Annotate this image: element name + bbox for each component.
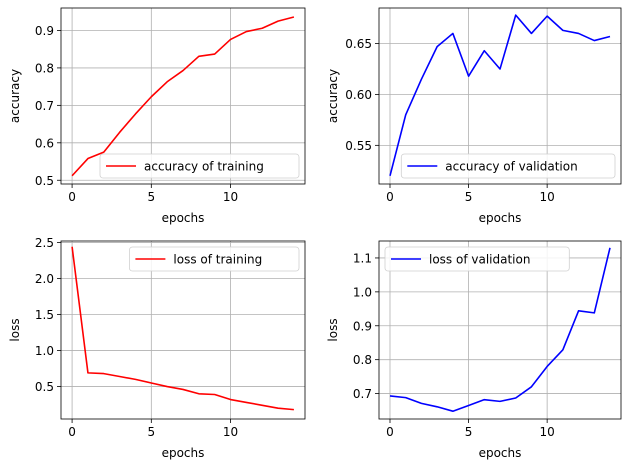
series-line [71,16,295,177]
x-axis-label: epochs [162,211,205,225]
y-tick-label: 0.9 [35,24,54,38]
y-tick-label: 0.9 [353,319,372,333]
axes-frame [60,7,306,185]
series-line [389,14,611,177]
x-tick-label: 0 [68,190,76,204]
y-tick-label: 0.8 [353,353,372,367]
y-tick-label: 1.5 [35,308,54,322]
y-tick-label: 1.1 [353,251,372,265]
subplot-3: 0 5 10 0.5 1.0 1.5 2.0 2.5 epochs loss loss of tra… [8,236,306,460]
legend: loss of validation [384,246,570,272]
y-tick-label: 0.60 [345,88,372,102]
subplot-1: 0 5 10 0.5 0.6 0.7 0.8 0.9 epochs accuracy accurac… [8,7,306,225]
y-tick-label: 0.7 [35,99,54,113]
axes-frame [378,7,622,185]
y-tick-label: 0.55 [345,139,372,153]
y-tick-label: 2.5 [35,236,54,250]
subplot-4: 0 5 10 0.7 0.8 0.9 1.0 1.1 epochs loss loss of val… [326,240,622,460]
x-axis-label: epochs [479,446,522,460]
x-tick-label: 5 [465,190,473,204]
x-tick-label: 10 [223,190,238,204]
legend-label: loss of training [173,253,262,267]
legend-box [384,246,570,272]
y-tick-label: 2.0 [35,272,54,286]
y-tick-label: 1.0 [353,285,372,299]
y-axis-label: loss [8,318,22,341]
axes-frame [60,240,306,420]
y-tick-label: 0.8 [35,61,54,75]
x-tick-label: 10 [540,425,555,439]
y-axis-label: accuracy [326,69,340,123]
x-tick-label: 0 [386,190,394,204]
legend-box [400,153,616,179]
x-tick-label: 5 [147,190,155,204]
legend-box [128,246,300,272]
x-axis-label: epochs [162,446,205,460]
y-tick-label: 0.5 [35,380,54,394]
y-axis-label: accuracy [8,69,22,123]
y-axis-label: loss [326,318,340,341]
legend-label: accuracy of validation [445,160,577,174]
series-line [389,247,611,413]
y-tick-label: 0.7 [353,387,372,401]
series-line [71,246,294,411]
y-tick-label: 0.65 [345,37,372,51]
y-tick-label: 0.5 [35,174,54,188]
x-tick-label: 0 [386,425,394,439]
legend-label: accuracy of training [144,160,264,174]
x-tick-label: 0 [68,425,76,439]
axes-frame [378,240,622,420]
x-axis-label: epochs [479,211,522,225]
x-tick-label: 5 [147,425,155,439]
x-tick-label: 5 [465,425,473,439]
x-tick-label: 10 [540,190,555,204]
subplot-2: 0 5 10 0.55 0.60 0.65 epochs accuracy accuracy o… [326,7,622,225]
y-tick-label: 1.0 [35,344,54,358]
legend-label: loss of validation [429,253,530,267]
legend-box [99,153,300,179]
legend: accuracy of training [99,153,300,179]
legend: loss of training [128,246,300,272]
y-tick-label: 0.6 [35,136,54,150]
legend: accuracy of validation [400,153,616,179]
x-tick-label: 10 [223,425,238,439]
